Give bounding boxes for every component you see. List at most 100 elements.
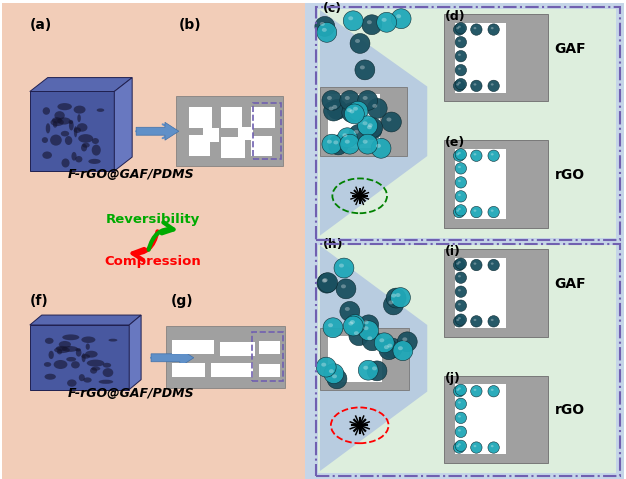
- Ellipse shape: [103, 363, 111, 368]
- Ellipse shape: [362, 118, 382, 137]
- Ellipse shape: [458, 275, 461, 277]
- Ellipse shape: [367, 123, 372, 127]
- Ellipse shape: [458, 166, 461, 168]
- Ellipse shape: [57, 117, 71, 125]
- Ellipse shape: [45, 338, 54, 344]
- Ellipse shape: [391, 294, 396, 297]
- Ellipse shape: [367, 20, 372, 24]
- Ellipse shape: [90, 367, 97, 374]
- Ellipse shape: [384, 295, 403, 315]
- Ellipse shape: [91, 366, 100, 371]
- Ellipse shape: [367, 125, 372, 129]
- Ellipse shape: [42, 137, 48, 143]
- Ellipse shape: [69, 120, 73, 124]
- Ellipse shape: [69, 121, 74, 130]
- Ellipse shape: [358, 360, 378, 380]
- FancyBboxPatch shape: [506, 385, 538, 455]
- Ellipse shape: [453, 150, 465, 161]
- Ellipse shape: [56, 346, 68, 351]
- Ellipse shape: [458, 415, 461, 418]
- FancyBboxPatch shape: [176, 96, 283, 166]
- Ellipse shape: [355, 39, 360, 43]
- Ellipse shape: [65, 136, 72, 145]
- Ellipse shape: [384, 345, 389, 349]
- Ellipse shape: [374, 333, 394, 353]
- Text: (g): (g): [171, 294, 193, 308]
- Ellipse shape: [488, 24, 500, 35]
- Ellipse shape: [471, 80, 482, 91]
- Ellipse shape: [317, 273, 337, 293]
- Ellipse shape: [348, 101, 368, 121]
- Ellipse shape: [491, 262, 494, 265]
- Ellipse shape: [458, 68, 461, 70]
- Ellipse shape: [53, 121, 58, 128]
- Ellipse shape: [473, 262, 476, 265]
- Ellipse shape: [341, 285, 346, 288]
- Ellipse shape: [455, 148, 466, 160]
- Ellipse shape: [453, 386, 465, 397]
- Ellipse shape: [491, 209, 494, 212]
- Ellipse shape: [398, 346, 403, 350]
- Ellipse shape: [81, 353, 86, 362]
- Polygon shape: [320, 246, 428, 471]
- Text: Reversibility: Reversibility: [106, 213, 200, 226]
- Ellipse shape: [362, 121, 367, 125]
- Polygon shape: [30, 91, 115, 171]
- Ellipse shape: [83, 377, 91, 383]
- Polygon shape: [259, 342, 280, 354]
- Ellipse shape: [316, 357, 336, 377]
- Ellipse shape: [332, 105, 337, 109]
- Polygon shape: [320, 10, 428, 236]
- Ellipse shape: [458, 194, 461, 196]
- Ellipse shape: [458, 317, 461, 319]
- Ellipse shape: [350, 34, 370, 53]
- Ellipse shape: [362, 96, 367, 100]
- Ellipse shape: [458, 26, 461, 28]
- Polygon shape: [115, 78, 132, 171]
- Ellipse shape: [455, 163, 466, 174]
- Ellipse shape: [488, 316, 500, 327]
- Ellipse shape: [342, 103, 362, 123]
- Text: F-rGO@GAF/PDMS: F-rGO@GAF/PDMS: [68, 387, 195, 399]
- Ellipse shape: [79, 374, 85, 381]
- FancyBboxPatch shape: [320, 87, 408, 156]
- Ellipse shape: [54, 111, 65, 120]
- Ellipse shape: [327, 140, 332, 144]
- Ellipse shape: [491, 27, 494, 29]
- Ellipse shape: [364, 320, 369, 324]
- Ellipse shape: [458, 443, 461, 445]
- Ellipse shape: [96, 108, 105, 112]
- Ellipse shape: [345, 307, 350, 311]
- Ellipse shape: [387, 343, 393, 348]
- Ellipse shape: [379, 338, 384, 342]
- Ellipse shape: [337, 128, 357, 148]
- Polygon shape: [220, 342, 255, 355]
- Ellipse shape: [455, 177, 466, 188]
- FancyBboxPatch shape: [444, 140, 548, 228]
- Polygon shape: [221, 107, 242, 128]
- Ellipse shape: [76, 349, 81, 357]
- Ellipse shape: [453, 206, 465, 218]
- FancyBboxPatch shape: [444, 14, 548, 102]
- Ellipse shape: [357, 91, 377, 110]
- Ellipse shape: [456, 319, 459, 321]
- FancyBboxPatch shape: [379, 94, 401, 148]
- Ellipse shape: [44, 374, 56, 380]
- FancyBboxPatch shape: [506, 23, 538, 93]
- Ellipse shape: [77, 114, 81, 122]
- Ellipse shape: [491, 83, 494, 86]
- Text: (d): (d): [445, 10, 466, 23]
- Ellipse shape: [81, 144, 87, 151]
- FancyArrow shape: [151, 349, 194, 367]
- Text: rGO: rGO: [555, 403, 585, 417]
- Ellipse shape: [43, 107, 50, 115]
- Ellipse shape: [471, 259, 482, 271]
- Ellipse shape: [382, 338, 402, 358]
- Ellipse shape: [348, 321, 353, 326]
- Polygon shape: [30, 325, 129, 389]
- Ellipse shape: [379, 340, 399, 360]
- Ellipse shape: [345, 96, 350, 100]
- FancyBboxPatch shape: [506, 149, 538, 219]
- Ellipse shape: [455, 314, 466, 325]
- Ellipse shape: [488, 259, 500, 271]
